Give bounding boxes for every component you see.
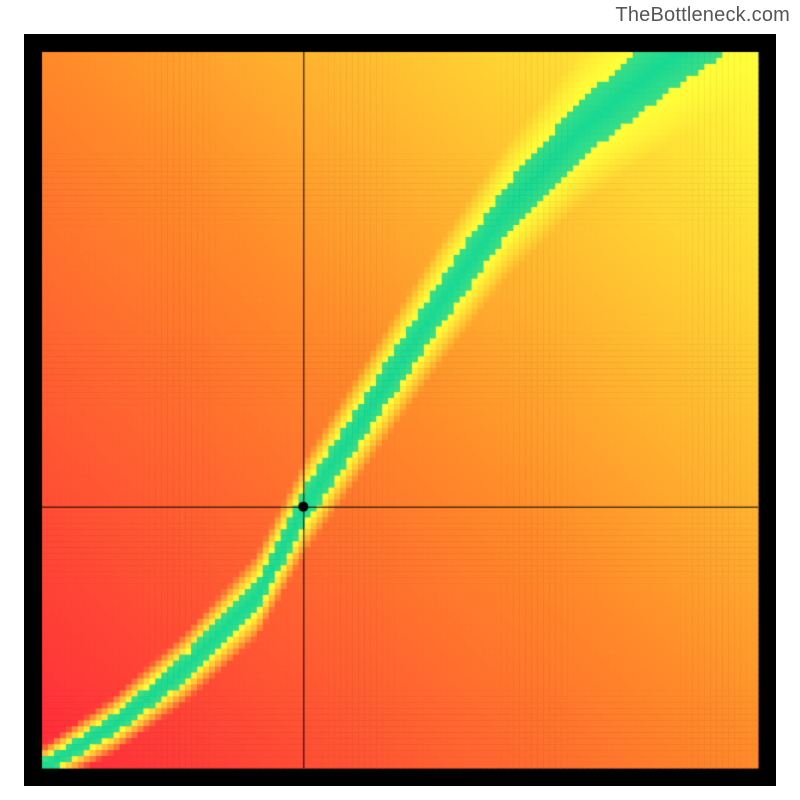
- heatmap-frame: [24, 34, 776, 786]
- watermark-text: TheBottleneck.com: [615, 4, 790, 27]
- bottleneck-heatmap: [24, 34, 776, 786]
